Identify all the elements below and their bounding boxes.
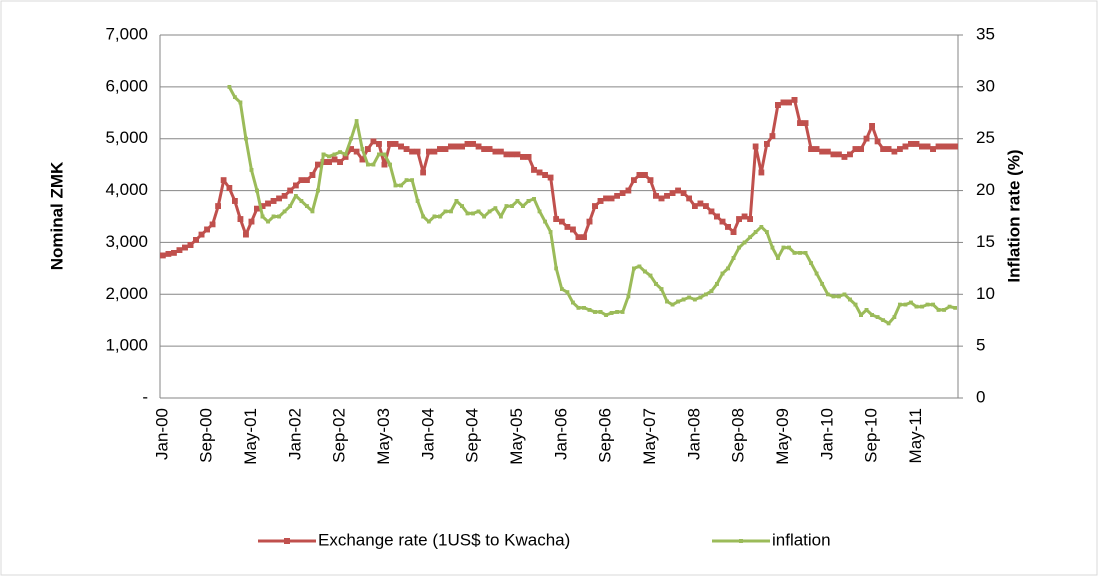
y-axis-title: Nominal ZMK xyxy=(47,161,66,270)
x-tick-label: Jan-04 xyxy=(418,408,437,460)
y-tick-label: 6,000 xyxy=(105,76,148,95)
y2-tick-label: 25 xyxy=(976,128,995,147)
x-tick-label: Sep-04 xyxy=(463,408,482,463)
x-tick-label: Jan-08 xyxy=(684,408,703,460)
x-tick-label: May-07 xyxy=(640,408,659,465)
y2-tick-label: 0 xyxy=(976,387,985,406)
y2-axis-title: Inflation rate (%) xyxy=(1004,149,1023,282)
y2-tick-label: 15 xyxy=(976,232,995,251)
y2-tick-label: 5 xyxy=(976,336,985,355)
x-tick-label: Jan-00 xyxy=(152,408,171,460)
x-tick-label: Sep-06 xyxy=(596,408,615,463)
x-tick-label: Jan-10 xyxy=(817,408,836,460)
legend-label: inflation xyxy=(772,530,831,549)
x-tick-label: Jan-06 xyxy=(551,408,570,460)
y2-tick-label: 35 xyxy=(976,24,995,43)
x-tick-label: May-09 xyxy=(773,408,792,465)
y-tick-label: 4,000 xyxy=(105,180,148,199)
x-tick-label: Sep-00 xyxy=(197,408,216,463)
y-tick-label: 2,000 xyxy=(105,284,148,303)
y-tick-label: 5,000 xyxy=(105,128,148,147)
y-tick-label: 1,000 xyxy=(105,336,148,355)
x-tick-label: May-05 xyxy=(507,408,526,465)
x-tick-label: Sep-02 xyxy=(330,408,349,463)
y2-tick-label: 20 xyxy=(976,180,995,199)
y-tick-label: 3,000 xyxy=(105,232,148,251)
x-tick-label: Sep-10 xyxy=(862,408,881,463)
series-line xyxy=(227,84,958,326)
x-tick-label: Sep-08 xyxy=(729,408,748,463)
x-tick-label: Jan-02 xyxy=(285,408,304,460)
x-tick-label: May-01 xyxy=(241,408,260,465)
legend-label: Exchange rate (1US$ to Kwacha) xyxy=(318,530,570,549)
y2-tick-label: 10 xyxy=(976,284,995,303)
y2-tick-label: 30 xyxy=(976,76,995,95)
y-tick-label: 7,000 xyxy=(105,24,148,43)
y-tick-label: - xyxy=(142,387,148,406)
x-tick-label: May-11 xyxy=(906,408,925,463)
x-tick-label: May-03 xyxy=(374,408,393,465)
